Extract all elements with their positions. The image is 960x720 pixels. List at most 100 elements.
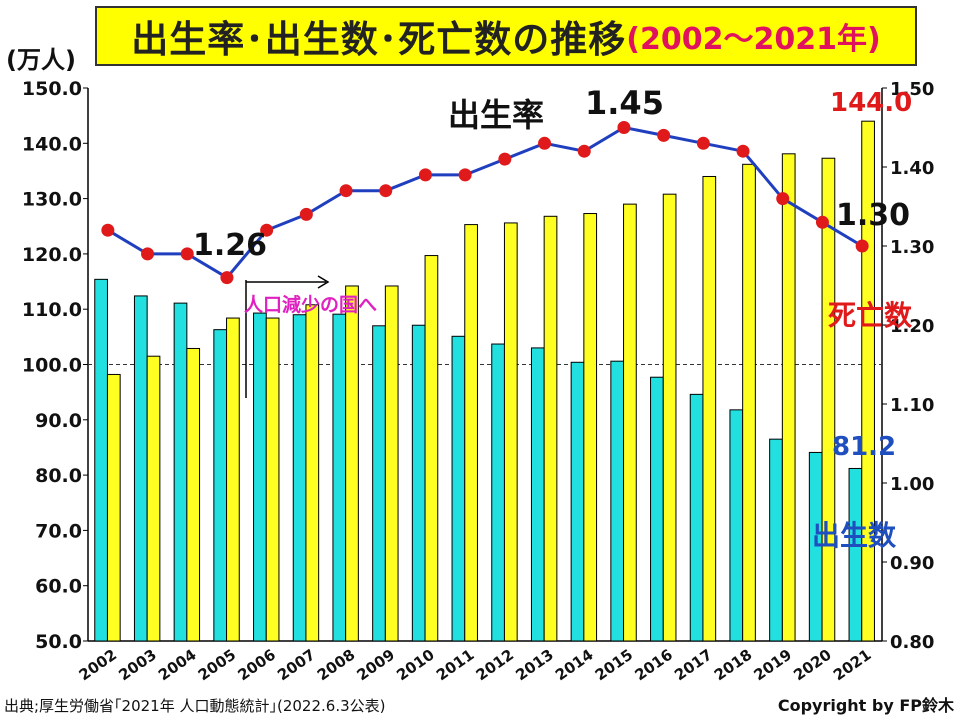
birth-rate-marker [220,271,234,285]
death-series-label: 死亡数 [828,299,913,332]
birth-series-label: 出生数 [812,519,897,552]
deaths-bar [226,317,240,642]
births-bar [411,324,426,642]
births-bar [94,278,108,642]
births-bar [451,335,466,642]
deaths-bar [305,304,320,642]
chart-title-box: 出生率･出生数･死亡数の推移 (2002～2021年) [95,6,917,66]
births-bar [491,343,505,642]
birth-rate-marker [776,192,790,206]
birth-rate-marker [339,184,353,198]
population-decline-label: 人口減少の国へ [244,294,378,316]
birth-rate-marker [815,215,829,229]
deaths-bar [345,285,359,642]
births-bar [292,314,307,642]
x-tick-label: 2005 [195,646,240,685]
deaths-bar [146,355,161,642]
births-bar [689,393,704,642]
birth-rate-marker [101,223,115,237]
chart-title-period: (2002～2021年) [626,22,881,57]
right-tick-label: 1.40 [890,158,934,179]
deaths-bar [464,224,478,642]
x-tick-label: 2017 [671,646,716,685]
x-tick-label: 2015 [592,646,637,685]
births-bar [332,313,347,642]
birth-rate-marker [657,128,671,142]
right-tick-label: 1.30 [890,237,934,258]
x-tick-label: 2009 [354,646,399,685]
right-tick-label: 0.80 [890,632,934,653]
chart-title: 出生率･出生数･死亡数の推移 [131,18,627,61]
right-tick-label: 1.10 [890,395,934,416]
birth-rate-marker [141,247,155,261]
birth-rate-marker [260,223,274,237]
birth-rate-label: 出生率 [448,96,545,134]
right-tick-label: 1.00 [890,474,934,495]
births-bar [173,302,188,642]
deaths-bar [424,255,439,642]
birth-rate-marker [180,247,194,261]
births-bar [729,409,744,642]
deaths-bar [702,175,717,642]
x-tick-label: 2020 [790,646,835,685]
left-tick-label: 70.0 [35,520,82,542]
left-tick-label: 150.0 [22,78,82,100]
rate-2021-label: 1.30 [836,198,911,233]
right-tick-label: 1.50 [890,79,934,100]
x-tick-label: 2010 [393,646,438,685]
left-axis-unit: (万人) [6,46,76,74]
deaths-bar [384,285,399,642]
copyright-note: Copyright by FP鈴木 [777,696,954,715]
left-tick-label: 130.0 [22,189,82,211]
birth-rate-marker [736,144,750,158]
x-tick-label: 2004 [155,646,200,685]
births-bar [530,347,545,642]
births-bar [570,361,585,642]
left-tick-label: 110.0 [22,299,82,321]
rate-2015-label: 1.45 [585,84,664,122]
birth-rate-marker [418,168,432,182]
births-bar [848,467,863,642]
births-bar [372,325,386,642]
birth-rate-marker [538,136,552,150]
deaths-bar [662,193,677,642]
x-tick-label: 2003 [115,646,160,685]
deaths-bar [781,153,796,642]
rate-2005-label: 1.26 [193,228,268,263]
deaths-bar [543,215,558,642]
x-tick-label: 2008 [314,646,359,685]
left-tick-label: 140.0 [22,133,82,155]
left-tick-label: 80.0 [35,465,82,487]
birth-rate-marker [498,152,512,166]
birth-2021-label: 81.2 [832,432,897,462]
birth-rate-marker [855,239,869,253]
birth-rate-marker [458,168,472,182]
death-2021-label: 144.0 [830,88,913,118]
deaths-bar [503,222,518,642]
birth-rate-marker [696,136,710,150]
right-tick-label: 1.20 [890,316,934,337]
left-tick-label: 100.0 [22,355,82,377]
left-tick-label: 60.0 [35,576,82,598]
birth-rate-marker [617,121,631,134]
birth-rate-marker [379,184,393,198]
right-tick-label: 0.90 [890,553,934,574]
births-bar [650,376,664,642]
deaths-bar [583,213,598,642]
deaths-bar [265,317,280,642]
x-tick-label: 2012 [473,646,518,685]
deaths-bar [821,157,836,642]
x-tick-label: 2016 [631,646,676,685]
deaths-bar [186,347,201,642]
x-tick-label: 2014 [552,646,597,685]
births-bar [213,329,228,642]
births-bar [769,438,783,642]
source-note: 出典;厚生労働省｢2021年 人口動態統計｣(2022.6.3公表) [4,697,386,715]
deaths-bar [106,373,121,642]
births-bar [253,312,267,642]
deaths-bar [742,163,756,642]
x-tick-label: 2021 [830,646,875,685]
births-bar [133,295,148,642]
left-tick-label: 120.0 [22,244,82,266]
x-tick-label: 2018 [711,646,756,685]
